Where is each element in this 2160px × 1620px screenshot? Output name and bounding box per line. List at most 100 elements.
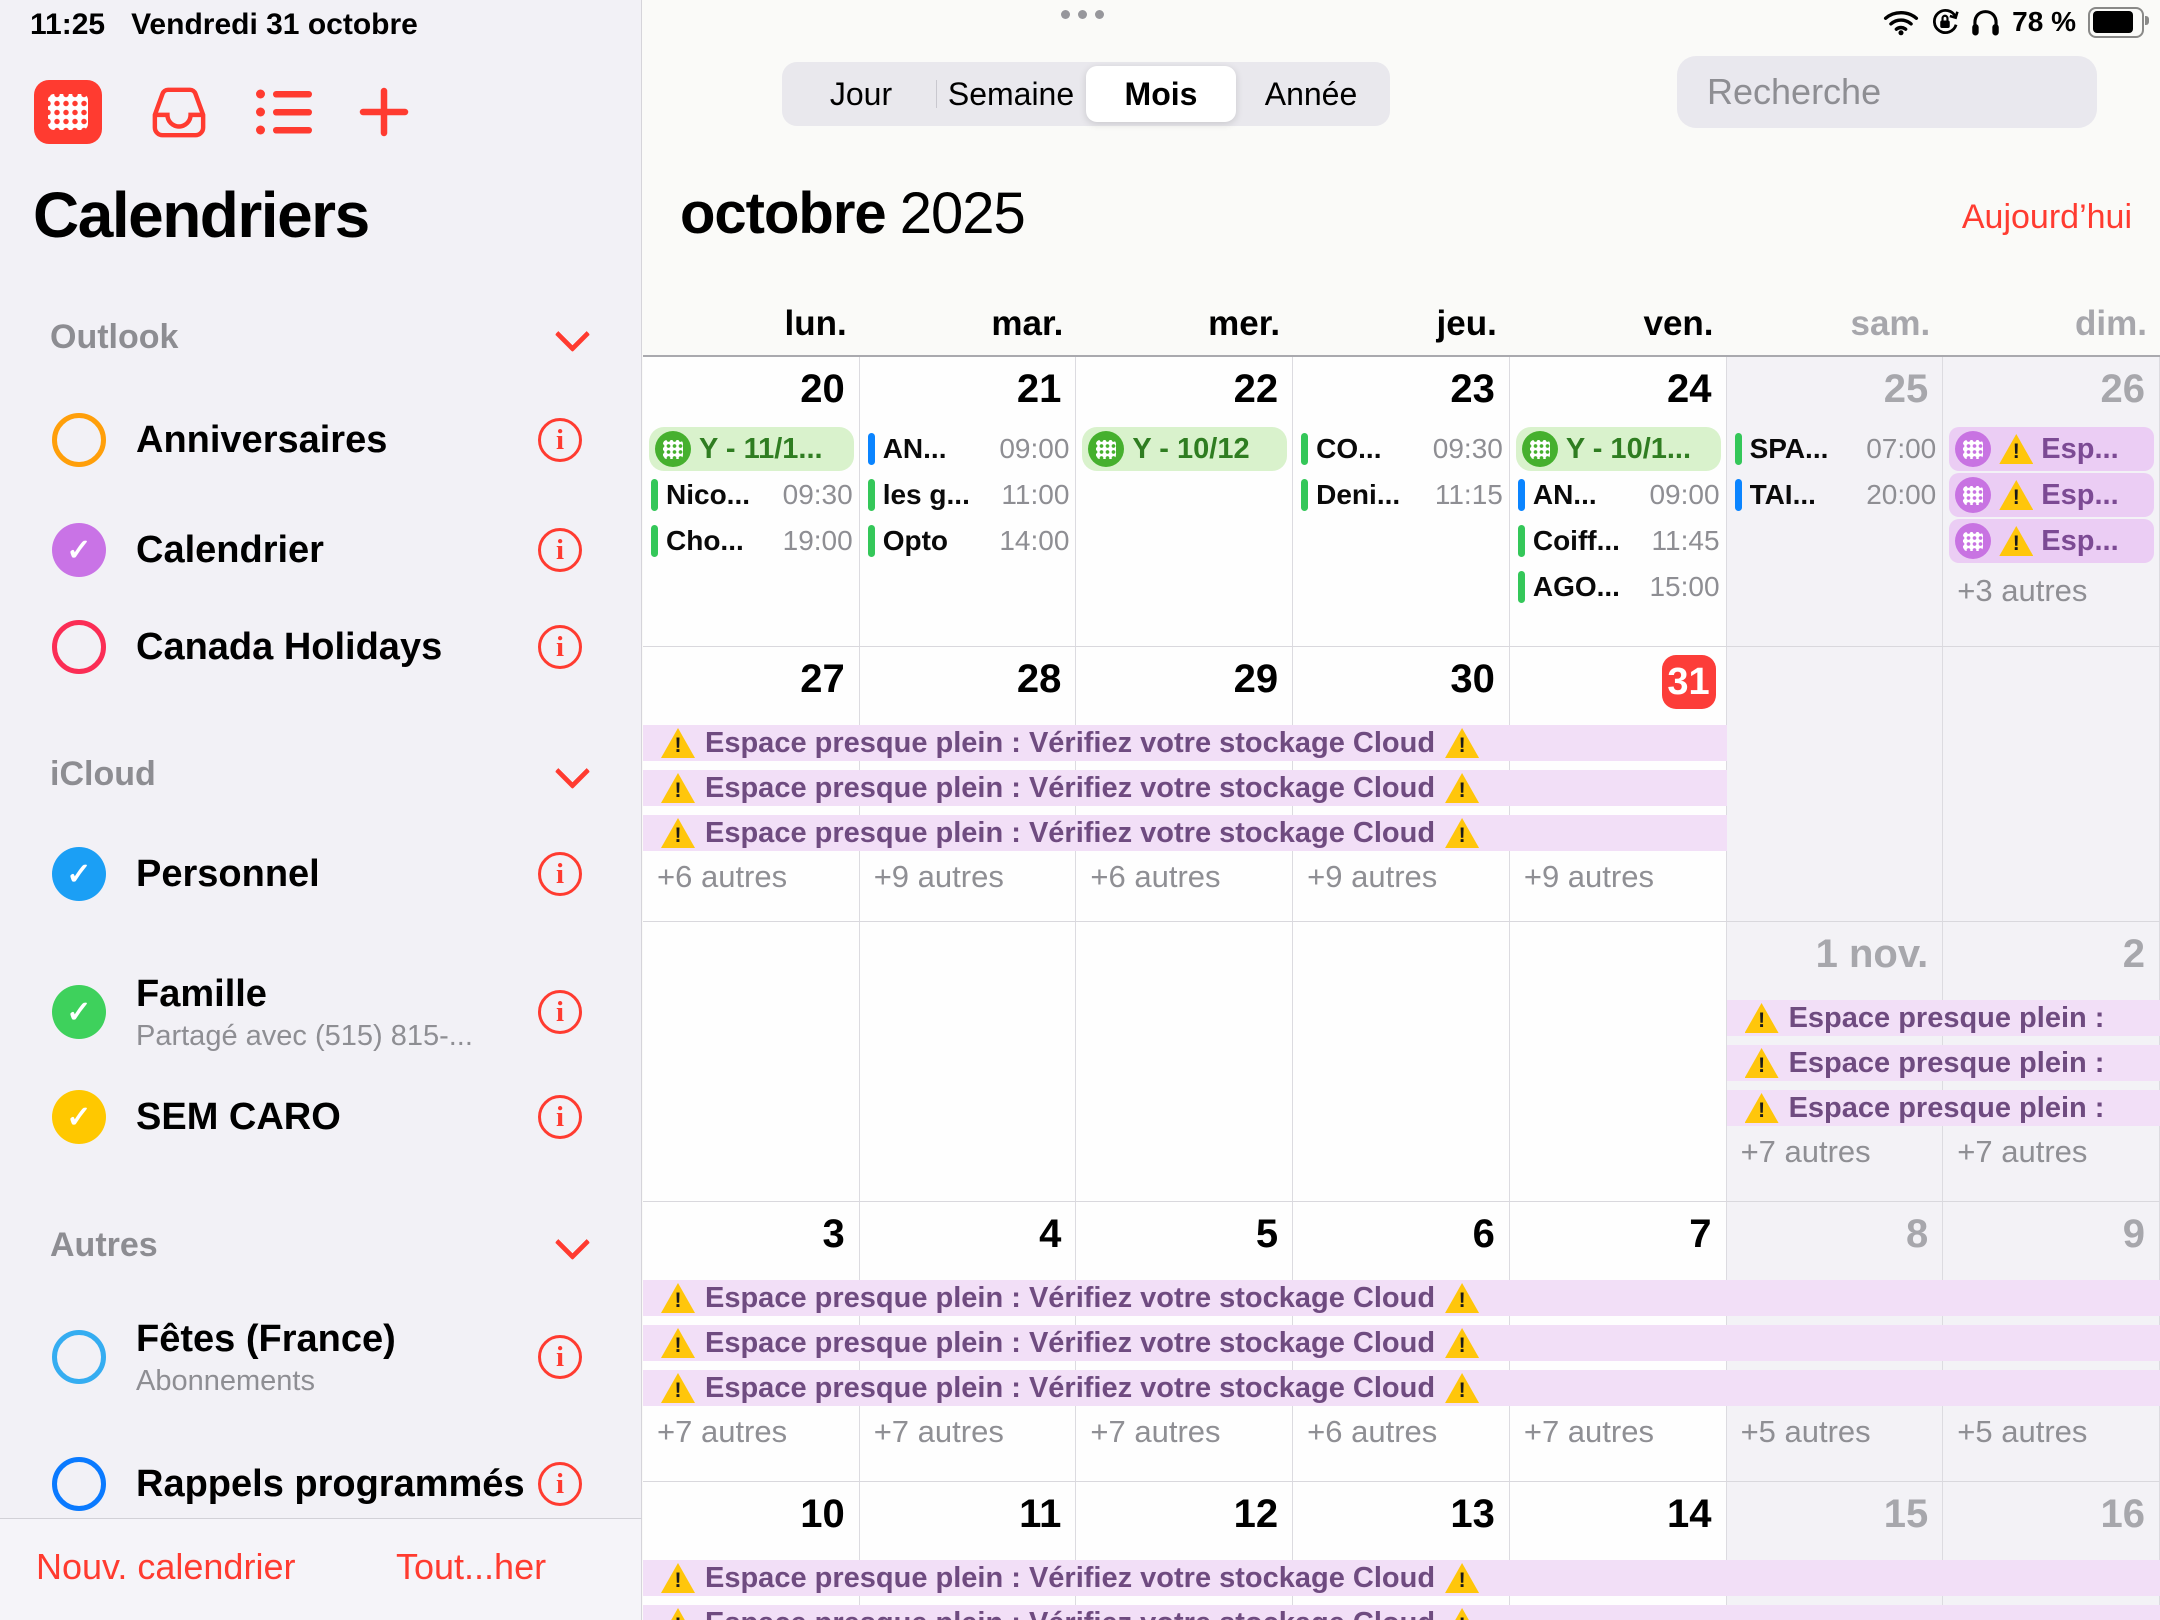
more-events-label[interactable]: +6 autres (1090, 859, 1220, 895)
sidebar-item-fetes-france[interactable]: Fêtes (France) (136, 1318, 396, 1361)
event[interactable]: Coiff...11:45 (1518, 519, 1720, 563)
more-events-label[interactable]: +5 autres (1741, 1414, 1871, 1450)
storage-warning-banner[interactable]: Espace presque plein : Vérifiez votre st… (643, 1560, 2160, 1596)
today-button[interactable]: Aujourd’hui (1962, 198, 2132, 237)
more-events-label[interactable]: +3 autres (1957, 573, 2087, 609)
sidebar-item-canada-holidays[interactable]: Canada Holidays (136, 626, 442, 669)
event[interactable]: Cho...19:00 (651, 519, 853, 563)
day-cell-13[interactable]: 13 (1293, 1482, 1510, 1620)
storage-warning-banner[interactable]: Espace presque plein : (1727, 1090, 2160, 1126)
sidebar-item-anniversaires[interactable]: Anniversaires (136, 419, 387, 462)
show-all-button[interactable]: Tout...her (396, 1546, 546, 1588)
info-button-sem-caro[interactable]: i (538, 1095, 582, 1139)
event[interactable]: les g...11:00 (868, 473, 1070, 517)
add-icon[interactable] (358, 86, 410, 138)
calendar-toggle-sem-caro[interactable]: ✓ (52, 1090, 106, 1144)
search-field[interactable] (1677, 56, 2097, 128)
day-cell-15[interactable]: 15 (1727, 1482, 1944, 1620)
sidebar-item-rappels-programmes[interactable]: Rappels programmés (136, 1463, 525, 1506)
event[interactable]: Deni...11:15 (1301, 473, 1503, 517)
more-events-label[interactable]: +9 autres (874, 859, 1004, 895)
day-cell-22[interactable]: 22Y - 10/12 (1076, 357, 1293, 646)
sidebar-item-sem-caro[interactable]: SEM CARO (136, 1096, 341, 1139)
storage-warning-banner[interactable]: Espace presque plein : Vérifiez votre st… (643, 1370, 2160, 1406)
day-cell-empty[interactable] (643, 922, 860, 1201)
more-events-label[interactable]: +9 autres (1524, 859, 1654, 895)
day-cell-10[interactable]: 10 (643, 1482, 860, 1620)
day-cell-20[interactable]: 20Y - 11/1...Nico...09:30Cho...19:00 (643, 357, 860, 646)
info-button-fetes-france[interactable]: i (538, 1335, 582, 1379)
storage-warning-banner[interactable]: Espace presque plein : (1727, 1000, 2160, 1036)
event[interactable]: TAI...20:00 (1735, 473, 1937, 517)
calendar-toggle-personnel[interactable]: ✓ (52, 847, 106, 901)
tab-mois[interactable]: Mois (1086, 66, 1236, 122)
day-cell-26[interactable]: 26Esp...Esp...Esp...+3 autres (1943, 357, 2160, 646)
section-header-autres[interactable]: Autres (50, 1226, 158, 1265)
more-events-label[interactable]: +6 autres (657, 859, 787, 895)
storage-warning-banner[interactable]: Espace presque plein : (1727, 1045, 2160, 1081)
day-cell-21[interactable]: 21AN...09:00les g...11:00Opto14:00 (860, 357, 1077, 646)
chevron-down-icon[interactable] (555, 317, 590, 352)
event[interactable]: CO...09:30 (1301, 427, 1503, 471)
list-icon[interactable] (256, 88, 312, 136)
calendar-toggle-anniversaires[interactable] (52, 413, 106, 467)
more-events-label[interactable]: +7 autres (657, 1414, 787, 1450)
calendar-app-icon[interactable] (34, 80, 102, 144)
info-button-famille[interactable]: i (538, 990, 582, 1034)
day-cell-empty[interactable] (1510, 922, 1727, 1201)
calendar-toggle-rappels-programmes[interactable] (52, 1457, 106, 1511)
day-cell-empty[interactable] (1943, 647, 2160, 921)
day-cell-25[interactable]: 25SPA...07:00TAI...20:00 (1727, 357, 1944, 646)
storage-warning-banner[interactable]: Espace presque plein : Vérifiez votre st… (643, 1325, 2160, 1361)
more-events-label[interactable]: +7 autres (1957, 1134, 2087, 1170)
storage-warning-banner[interactable]: Espace presque plein : Vérifiez votre st… (643, 1605, 2160, 1620)
event[interactable]: AN...09:00 (868, 427, 1070, 471)
multitasking-handle[interactable] (1061, 10, 1104, 19)
day-cell-24[interactable]: 24Y - 10/1...AN...09:00Coiff...11:45AGO.… (1510, 357, 1727, 646)
day-cell-23[interactable]: 23CO...09:30Deni...11:15 (1293, 357, 1510, 646)
more-events-label[interactable]: +7 autres (1524, 1414, 1654, 1450)
tab-semaine[interactable]: Semaine (936, 66, 1086, 122)
section-header-icloud[interactable]: iCloud (50, 755, 156, 794)
sidebar-item-calendrier[interactable]: Calendrier (136, 529, 324, 572)
day-cell-16[interactable]: 16 (1943, 1482, 2160, 1620)
day-cell-14[interactable]: 14 (1510, 1482, 1727, 1620)
more-events-label[interactable]: +7 autres (1741, 1134, 1871, 1170)
calendar-toggle-famille[interactable]: ✓ (52, 985, 106, 1039)
storage-warning-banner[interactable]: Espace presque plein : Vérifiez votre st… (643, 1280, 2160, 1316)
storage-warning-banner[interactable]: Espace presque plein : Vérifiez votre st… (643, 725, 1727, 761)
event-pill[interactable]: Y - 10/1... (1516, 427, 1721, 471)
sidebar-item-famille[interactable]: Famille (136, 973, 267, 1016)
event-pill[interactable]: Esp... (1949, 473, 2154, 517)
event-pill[interactable]: Esp... (1949, 427, 2154, 471)
day-cell-empty[interactable] (1727, 647, 1944, 921)
event[interactable]: SPA...07:00 (1735, 427, 1937, 471)
event-pill[interactable]: Y - 11/1... (649, 427, 854, 471)
calendar-toggle-fetes-france[interactable] (52, 1330, 106, 1384)
info-button-anniversaires[interactable]: i (538, 418, 582, 462)
more-events-label[interactable]: +9 autres (1307, 859, 1437, 895)
day-cell-empty[interactable] (1076, 922, 1293, 1201)
chevron-down-icon[interactable] (555, 754, 590, 789)
storage-warning-banner[interactable]: Espace presque plein : Vérifiez votre st… (643, 815, 1727, 851)
info-button-canada-holidays[interactable]: i (538, 625, 582, 669)
event-pill[interactable]: Y - 10/12 (1082, 427, 1287, 471)
event-pill[interactable]: Esp... (1949, 519, 2154, 563)
inbox-tray-icon[interactable] (148, 84, 210, 140)
more-events-label[interactable]: +7 autres (1090, 1414, 1220, 1450)
event[interactable]: AN...09:00 (1518, 473, 1720, 517)
calendar-toggle-calendrier[interactable]: ✓ (52, 523, 106, 577)
tab-jour[interactable]: Jour (786, 66, 936, 122)
tab-annee[interactable]: Année (1236, 66, 1386, 122)
info-button-personnel[interactable]: i (538, 852, 582, 896)
new-calendar-button[interactable]: Nouv. calendrier (36, 1546, 295, 1588)
search-input[interactable] (1705, 70, 2160, 114)
info-button-rappels-programmes[interactable]: i (538, 1462, 582, 1506)
event[interactable]: AGO...15:00 (1518, 565, 1720, 609)
more-events-label[interactable]: +6 autres (1307, 1414, 1437, 1450)
day-cell-empty[interactable] (860, 922, 1077, 1201)
sidebar-item-personnel[interactable]: Personnel (136, 853, 320, 896)
day-cell-11[interactable]: 11 (860, 1482, 1077, 1620)
chevron-down-icon[interactable] (555, 1225, 590, 1260)
section-header-outlook[interactable]: Outlook (50, 318, 178, 357)
